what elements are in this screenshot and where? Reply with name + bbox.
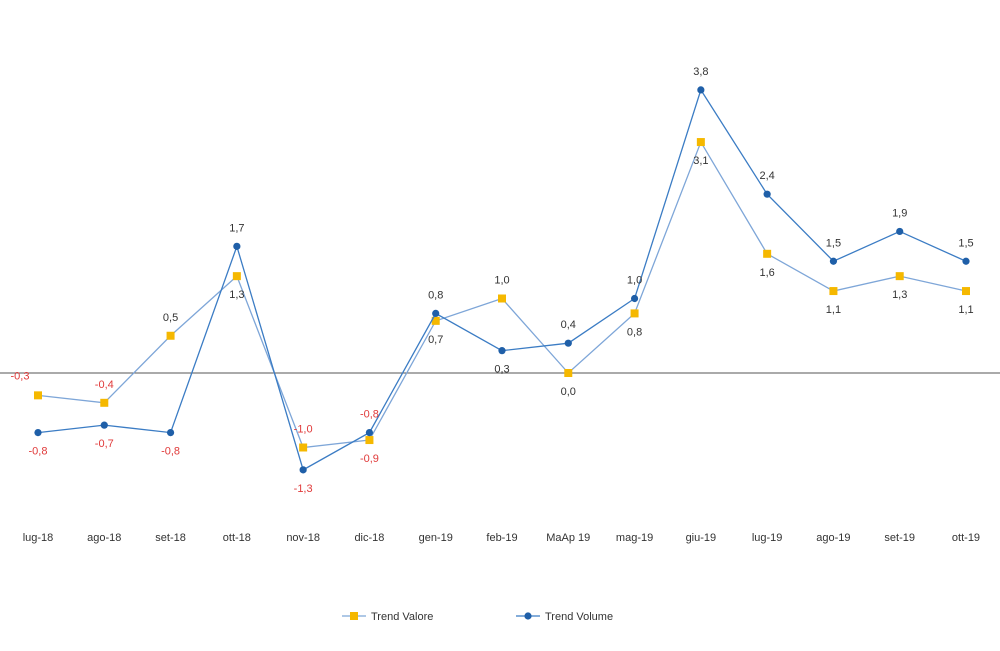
data-point-volume-6 (365, 429, 374, 437)
data-label-valore-14: 1,3 (892, 289, 907, 301)
data-label-volume-7: 0,8 (428, 289, 443, 301)
x-tick-label-13: ago-19 (816, 532, 850, 544)
data-point-volume-14 (896, 227, 904, 236)
series-layer (34, 86, 970, 474)
legend: Trend Valore Trend Volume (342, 611, 613, 623)
data-label-volume-8: 0,3 (494, 364, 509, 376)
data-point-volume-8 (498, 347, 506, 355)
data-point-valore-13 (829, 287, 838, 296)
data-label-valore-5: -1,0 (294, 424, 313, 436)
data-point-valore-6 (365, 436, 374, 445)
x-tick-label-6: dic-18 (354, 532, 384, 544)
data-label-valore-10: 0,8 (627, 326, 642, 338)
data-point-valore-9 (564, 369, 573, 377)
x-tick-label-14: set-19 (884, 532, 915, 544)
data-point-volume-9 (564, 339, 572, 347)
data-label-valore-1: -0,3 (11, 370, 30, 382)
x-tick-label-7: gen-19 (419, 532, 453, 544)
x-tick-label-3: set-18 (155, 532, 186, 544)
data-point-volume-1 (34, 429, 42, 437)
data-label-valore-8: 1,0 (494, 275, 509, 287)
data-point-volume-7 (432, 309, 440, 317)
data-point-volume-12 (763, 190, 771, 198)
data-label-volume-12: 2,4 (759, 170, 774, 182)
data-label-volume-1: -0,8 (29, 446, 48, 458)
data-point-valore-12 (763, 249, 772, 258)
x-tick-label-9: MaAp 19 (546, 532, 590, 544)
data-label-valore-2: -0,4 (95, 379, 114, 391)
data-label-valore-9: 0,0 (561, 386, 576, 398)
data-label-volume-10: 1,0 (627, 275, 642, 287)
data-point-volume-13 (829, 257, 838, 265)
data-label-layer: -0,3 -0,4 0,5 1,3 -1,0 -0,9 0,7 1,0 0,0 0,8 3,1 1,6… (11, 66, 974, 495)
x-tick-label-2: ago-18 (87, 532, 121, 544)
data-label-volume-2: -0,7 (95, 438, 114, 450)
data-point-valore-14 (895, 272, 904, 281)
data-point-volume-15 (962, 257, 970, 265)
data-label-volume-6: -0,8 (360, 409, 379, 421)
x-tick-label-1: lug-18 (23, 532, 54, 544)
data-point-valore-15 (962, 287, 970, 296)
legend-marker-volume (524, 612, 532, 620)
legend-marker-valore (350, 612, 358, 620)
data-point-volume-10 (630, 294, 639, 303)
data-label-valore-4: 1,3 (229, 289, 244, 301)
x-tick-label-5: nov-18 (286, 532, 320, 544)
x-tick-layer: lug-18 ago-18 set-18 ott-18 nov-18 dic-18 gen-… (23, 532, 980, 544)
x-tick-label-15: ott-19 (952, 532, 980, 544)
data-label-valore-6: -0,9 (360, 453, 379, 465)
data-point-volume-5 (299, 466, 307, 474)
data-point-valore-7 (431, 316, 440, 325)
x-tick-label-10: mag-19 (616, 532, 653, 544)
data-label-valore-7: 0,7 (428, 334, 443, 346)
data-label-valore-3: 0,5 (163, 312, 178, 324)
data-label-valore-13: 1,1 (826, 304, 841, 316)
data-point-volume-2 (100, 421, 108, 429)
data-label-volume-9: 0,4 (561, 319, 576, 331)
legend-label-2: Trend Volume (545, 611, 613, 623)
data-label-valore-15: 1,1 (958, 304, 973, 316)
data-point-valore-5 (299, 443, 308, 452)
x-tick-label-11: giu-19 (686, 532, 717, 544)
x-tick-label-8: feb-19 (486, 532, 517, 544)
data-point-valore-3 (166, 331, 175, 340)
data-point-valore-4 (232, 272, 241, 281)
data-label-volume-5: -1,3 (294, 483, 313, 495)
data-label-valore-12: 1,6 (759, 267, 774, 279)
data-label-valore-11: 3,1 (693, 155, 708, 167)
data-label-volume-11: 3,8 (693, 66, 708, 78)
legend-label-1: Trend Valore (371, 611, 433, 623)
data-point-valore-2 (100, 398, 109, 407)
data-label-volume-14: 1,9 (892, 207, 907, 219)
data-point-volume-4 (233, 242, 241, 250)
data-point-valore-8 (498, 294, 506, 303)
data-point-volume-11 (697, 86, 705, 94)
data-point-valore-10 (630, 309, 639, 318)
data-label-volume-13: 1,5 (826, 237, 841, 249)
data-point-valore-11 (696, 138, 705, 147)
data-label-volume-3: -0,8 (161, 446, 180, 458)
x-tick-label-4: ott-18 (223, 532, 251, 544)
data-label-volume-4: 1,7 (229, 222, 244, 234)
data-point-valore-1 (34, 391, 42, 400)
x-tick-label-12: lug-19 (752, 532, 783, 544)
data-label-volume-15: 1,5 (958, 237, 973, 249)
data-point-volume-3 (166, 429, 175, 437)
